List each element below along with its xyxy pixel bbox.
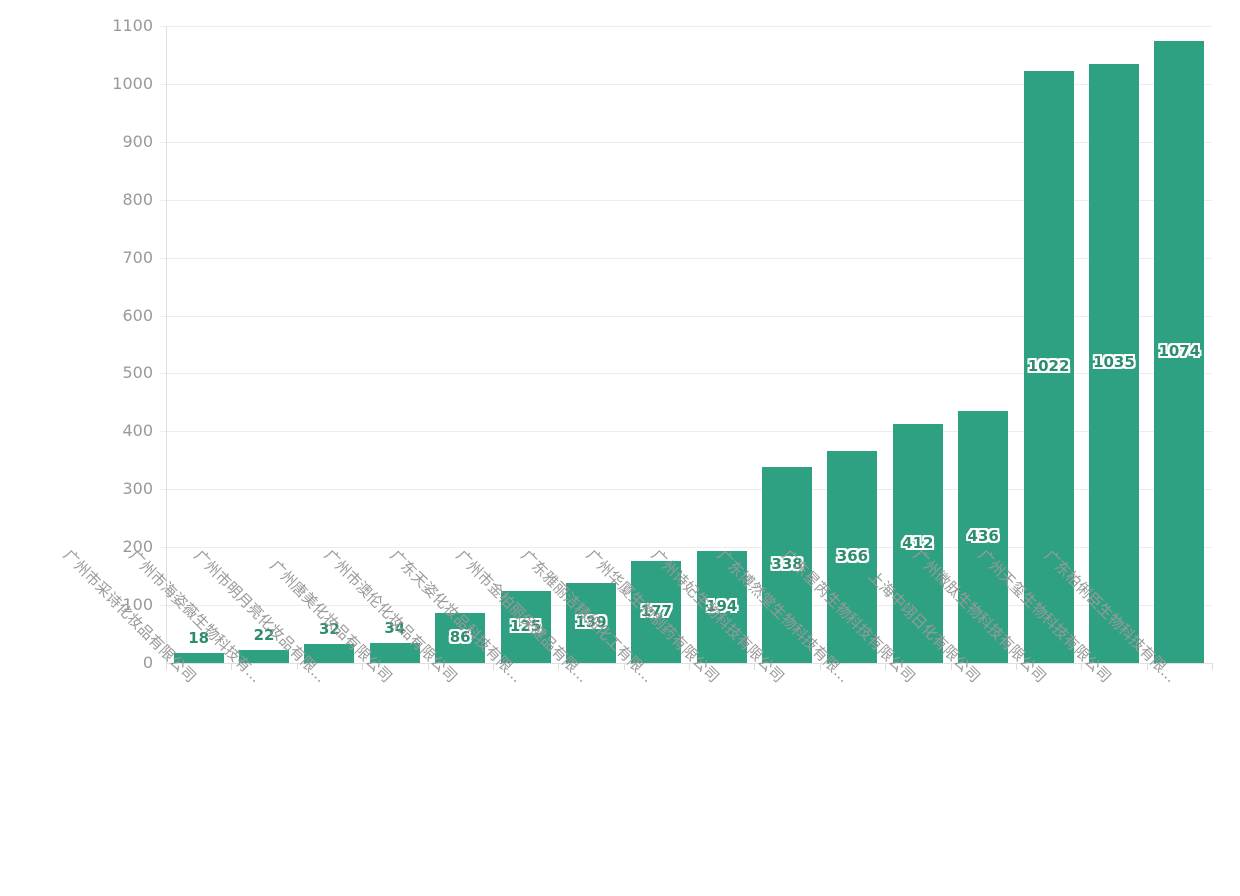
y-tick-label: 400 [122,421,153,441]
x-axis-tick [819,663,821,670]
x-axis-tick [296,663,298,670]
gridline-900 [160,141,1212,143]
value-label: 366 [836,547,869,566]
x-axis-tick [558,663,560,670]
x-axis-tick [362,663,364,670]
value-label: 32 [319,620,340,639]
x-axis-tick [885,663,887,670]
x-axis-tick [689,663,690,670]
value-label: 412 [902,533,934,552]
gridline-500 [160,373,1212,375]
y-tick-label: 1100 [112,16,153,35]
x-axis-tick [754,663,756,670]
y-tick-label: 600 [122,305,153,325]
value-label: 125 [509,616,542,635]
bar-广州微肽生物科技有限公司[interactable] [1023,71,1074,663]
bar-广州华厦生物制药有限公司[interactable] [696,550,747,663]
bar-广东柏俐臣生物科技有限...[interactable] [1154,41,1205,663]
x-axis-tick [950,663,952,670]
y-tick-label: 100 [122,595,153,615]
x-axis-tick [1015,663,1017,670]
y-tick-label: 0 [142,653,153,672]
bar-广东星芮生物科技有限公司[interactable] [892,424,943,663]
value-label: 177 [640,601,672,620]
value-label: 22 [253,626,275,645]
gridline-700 [160,257,1212,259]
gridline-800 [160,199,1212,201]
x-axis-tick [492,663,494,670]
bar-广东博然堂生物科技有限...[interactable] [827,451,878,663]
bar-广州市金柏丽保健品有限...[interactable] [565,582,616,663]
bar-广州天玺生物科技有限公司[interactable] [1088,63,1139,663]
value-label: 34 [384,619,406,638]
y-tick-label: 200 [122,537,153,557]
x-axis-tick [427,663,429,670]
gridline-1000 [160,83,1212,85]
x-axis-tick [166,663,167,670]
y-tick-label: 500 [122,363,153,383]
bar-广州市明月亮化妆品有限...[interactable] [304,644,355,663]
value-label: 18 [188,628,210,647]
gridline-200 [160,547,1212,549]
bar-广州唐美化妆品有限公司[interactable] [369,643,420,663]
value-label: 436 [967,526,999,545]
bar-上海中翊日化有限公司[interactable] [958,410,1009,663]
y-tick-label: 1000 [112,73,153,93]
x-category-label[interactable]: 广州市明月亮化妆品有限... [190,546,331,687]
value-label: 139 [575,612,607,631]
y-tick-label: 800 [122,189,153,209]
x-category-label[interactable]: 广州唐美化妆品有限公司 [266,556,396,687]
x-axis-tick [1212,663,1213,670]
value-label: 1022 [1027,357,1070,376]
bar-广州市采诗化妆品有限公司[interactable] [173,652,224,663]
value-label: 194 [706,596,738,615]
bar-广东天姿化妆品科技有限...[interactable] [500,590,551,663]
x-axis-tick [231,663,233,670]
value-label: 1035 [1093,353,1135,372]
gridline-100 [160,605,1212,607]
value-label: 86 [449,628,471,647]
bar-广州市海姿薇生物科技有...[interactable] [239,650,290,663]
gridline-1100 [160,26,1212,27]
y-axis-line [166,26,167,663]
y-tick-label: 700 [122,247,153,267]
x-axis-tick [1081,663,1083,670]
x-axis-tick [1146,663,1148,670]
value-label: 338 [771,555,803,574]
bar-广东雅丽洁精细化工有限...[interactable] [631,560,682,663]
bar-广州市澳伦化妆品有限公司[interactable] [435,613,486,663]
y-tick-label: 300 [122,479,153,499]
gridline-600 [160,315,1212,317]
bar-广州诗妃生物科技有限公司[interactable] [762,467,813,663]
y-tick-label: 900 [122,131,153,151]
gridline-400 [160,431,1212,433]
value-label: 1074 [1158,342,1201,361]
x-axis-tick [623,663,625,670]
gridline-300 [160,489,1212,491]
